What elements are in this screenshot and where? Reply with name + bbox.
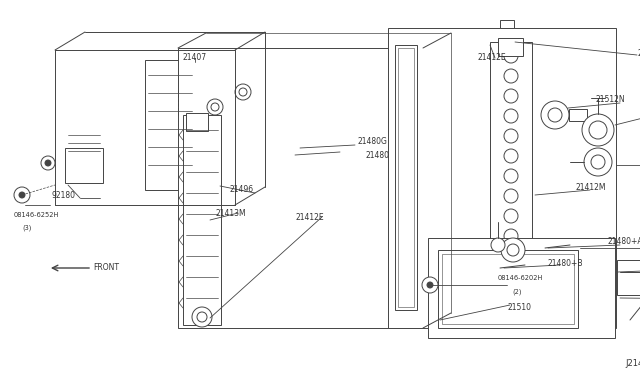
Text: 08146-6252H: 08146-6252H — [14, 212, 60, 218]
Circle shape — [504, 129, 518, 143]
Circle shape — [548, 108, 562, 122]
Circle shape — [504, 109, 518, 123]
Text: J21404GB: J21404GB — [625, 359, 640, 369]
Circle shape — [504, 89, 518, 103]
Circle shape — [504, 229, 518, 243]
Text: 21412E: 21412E — [295, 214, 324, 222]
Bar — [388, 28, 616, 328]
Circle shape — [504, 49, 518, 63]
Bar — [442, 254, 574, 324]
Bar — [65, 148, 103, 183]
Bar — [195, 80, 207, 90]
Bar — [195, 130, 207, 140]
Bar — [569, 109, 587, 121]
Circle shape — [41, 156, 55, 170]
Bar — [178, 48, 423, 328]
Circle shape — [19, 192, 25, 198]
Circle shape — [582, 114, 614, 146]
Bar — [195, 105, 207, 115]
Bar — [490, 42, 532, 304]
Text: 21512N: 21512N — [595, 96, 625, 105]
Text: 21480: 21480 — [365, 151, 389, 160]
Circle shape — [491, 238, 505, 252]
Text: 21496: 21496 — [230, 186, 254, 195]
Circle shape — [14, 187, 30, 203]
Circle shape — [504, 189, 518, 203]
Bar — [498, 38, 523, 56]
Circle shape — [427, 282, 433, 288]
Circle shape — [211, 103, 219, 111]
Bar — [195, 155, 207, 165]
Bar — [428, 238, 615, 338]
Circle shape — [197, 312, 207, 322]
Bar — [395, 45, 417, 310]
Circle shape — [192, 307, 212, 327]
Circle shape — [591, 155, 605, 169]
Bar — [145, 60, 195, 190]
Circle shape — [504, 209, 518, 223]
Bar — [183, 115, 221, 325]
Text: 21412E: 21412E — [478, 54, 507, 62]
Circle shape — [504, 69, 518, 83]
Text: 08146-6202H: 08146-6202H — [498, 275, 543, 281]
Text: 21510: 21510 — [508, 304, 532, 312]
Circle shape — [504, 269, 518, 283]
Text: 21480+A: 21480+A — [608, 237, 640, 247]
Bar — [617, 260, 640, 295]
Circle shape — [504, 169, 518, 183]
Text: 92180: 92180 — [52, 190, 76, 199]
Circle shape — [45, 160, 51, 166]
Text: 21412M: 21412M — [576, 183, 607, 192]
Text: FRONT: FRONT — [93, 263, 119, 273]
Circle shape — [507, 244, 519, 256]
Bar — [398, 48, 414, 307]
Circle shape — [589, 121, 607, 139]
Text: 21480+B: 21480+B — [547, 259, 582, 267]
Circle shape — [207, 99, 223, 115]
Text: (2): (2) — [512, 289, 522, 295]
Text: 21496: 21496 — [637, 49, 640, 58]
Circle shape — [501, 238, 525, 262]
Circle shape — [235, 84, 251, 100]
Bar — [438, 250, 578, 328]
Text: 21407: 21407 — [183, 54, 207, 62]
Text: (3): (3) — [22, 225, 31, 231]
Circle shape — [504, 149, 518, 163]
Circle shape — [496, 264, 504, 272]
Bar — [186, 113, 208, 131]
Circle shape — [504, 249, 518, 263]
Text: 21413M: 21413M — [215, 208, 246, 218]
Circle shape — [541, 244, 549, 252]
Bar — [500, 20, 514, 28]
Circle shape — [422, 277, 438, 293]
Text: 21480G: 21480G — [358, 138, 388, 147]
Circle shape — [239, 88, 247, 96]
Circle shape — [584, 148, 612, 176]
Circle shape — [541, 101, 569, 129]
